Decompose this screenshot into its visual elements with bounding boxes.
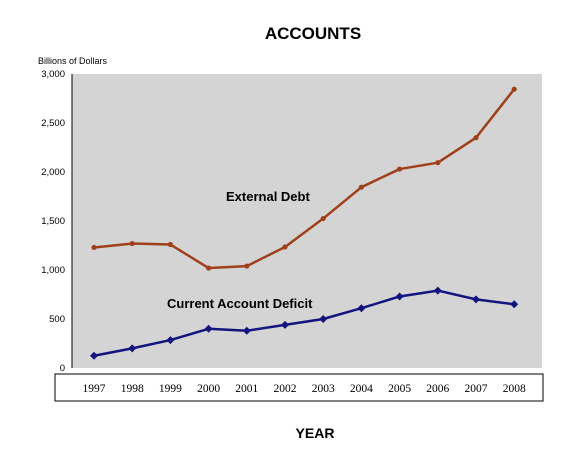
- x-axis-title: YEAR: [296, 425, 335, 441]
- x-tick-label: 2000: [197, 383, 220, 395]
- x-tick-label: 2005: [388, 383, 411, 395]
- data-point-current-account-deficit: [281, 320, 289, 329]
- y-tick-label: 500: [49, 314, 65, 325]
- y-tick-label: 3,000: [41, 69, 65, 80]
- data-point-external-debt: [320, 215, 326, 222]
- data-point-external-debt: [244, 263, 250, 269]
- series-label-external-debt: External Debt: [226, 189, 310, 204]
- x-tick-label: 1999: [159, 383, 182, 395]
- data-point-external-debt: [473, 135, 479, 141]
- data-point-external-debt: [397, 166, 403, 172]
- data-point-external-debt: [358, 184, 364, 190]
- series-layer: [90, 86, 519, 360]
- data-point-current-account-deficit: [510, 300, 519, 309]
- y-axis-ticks: 0 500 1,000 1,500 2,000 2,500 3,000: [41, 69, 65, 374]
- data-point-external-debt: [129, 240, 135, 247]
- x-tick-label: 2008: [503, 383, 526, 395]
- x-tick-label: 1998: [121, 383, 144, 395]
- data-point-current-account-deficit: [319, 315, 328, 323]
- x-tick-label: 2006: [426, 383, 449, 395]
- data-point-current-account-deficit: [357, 304, 366, 313]
- x-tick-label: 2001: [235, 383, 258, 395]
- y-tick-label: 1,000: [41, 265, 65, 276]
- plot-area: [72, 74, 542, 368]
- data-point-current-account-deficit: [166, 336, 175, 345]
- data-point-current-account-deficit: [472, 295, 480, 304]
- data-point-current-account-deficit: [395, 292, 404, 301]
- series-label-current-account-deficit: Current Account Deficit: [167, 296, 313, 311]
- x-axis-box: [54, 373, 544, 402]
- x-tick-label: 2002: [274, 383, 297, 395]
- data-point-current-account-deficit: [128, 344, 137, 353]
- x-tick-label: 2004: [350, 383, 373, 395]
- data-point-current-account-deficit: [204, 324, 213, 333]
- x-axis-ticks: 1997 1998 1999 2000 2001 2002 2003 2004 2005 2006…: [83, 383, 526, 395]
- y-tick-label: 1,500: [41, 216, 65, 227]
- chart-title: ACCOUNTS: [265, 24, 361, 43]
- x-tick-label: 2007: [465, 383, 488, 395]
- y-tick-label: 2,000: [41, 167, 65, 178]
- data-point-current-account-deficit: [90, 351, 98, 360]
- x-tick-label: 1997: [83, 383, 106, 395]
- y-tick-label: 2,500: [41, 118, 65, 129]
- y-axis-unit-label: Billions of Dollars: [38, 56, 108, 66]
- x-tick-label: 2003: [312, 383, 335, 395]
- data-point-current-account-deficit: [433, 286, 442, 295]
- data-point-external-debt: [282, 244, 288, 250]
- data-point-external-debt: [511, 86, 517, 92]
- data-point-current-account-deficit: [242, 326, 251, 335]
- data-point-external-debt: [206, 265, 212, 271]
- data-point-external-debt: [91, 244, 97, 251]
- data-point-external-debt: [435, 160, 441, 166]
- y-tick-label: 0: [60, 363, 65, 374]
- series-line-external-debt: [92, 87, 516, 270]
- series-line-current-account-deficit: [92, 289, 516, 357]
- data-point-external-debt: [167, 241, 173, 248]
